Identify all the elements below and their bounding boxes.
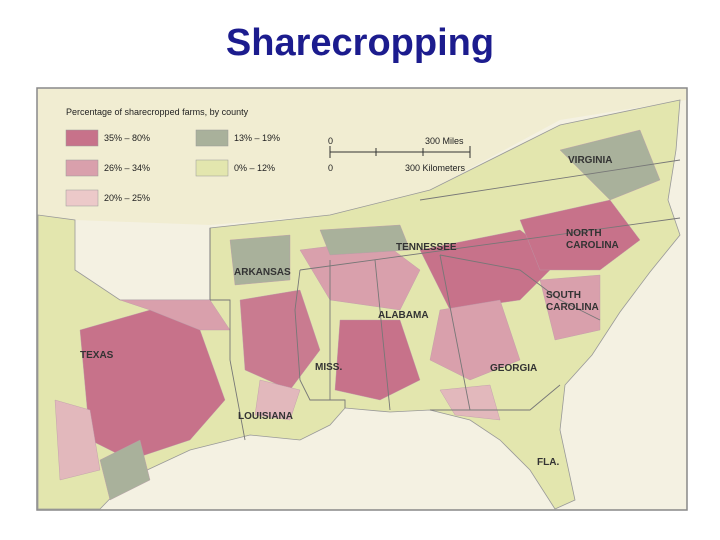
scale-bar xyxy=(329,146,471,158)
state-label: NORTH xyxy=(566,228,602,239)
legend-swatch xyxy=(65,129,99,147)
slide-title: Sharecropping xyxy=(225,22,495,64)
legend: Percentage of sharecropped farms, by cou… xyxy=(65,107,280,207)
state-borders xyxy=(209,159,681,441)
legend-swatch xyxy=(195,159,229,177)
state-label: SOUTH xyxy=(546,290,581,301)
state-label: CAROLINA xyxy=(546,302,599,313)
scale-label: 300 Kilometers xyxy=(405,163,466,173)
legend-label: 26% – 34% xyxy=(104,163,150,173)
state-label: ARKANSAS xyxy=(234,267,291,278)
legend-label: 20% – 25% xyxy=(104,193,150,203)
plains xyxy=(38,89,686,225)
state-label: MISS. xyxy=(315,362,342,373)
state-label: TEXAS xyxy=(80,350,114,361)
state-label: ALABAMA xyxy=(378,310,429,321)
legend-label: 0% – 12% xyxy=(234,163,275,173)
scale-label: 300 Miles xyxy=(425,136,464,146)
state-label: LOUISIANA xyxy=(238,411,293,422)
state-labels: VIRGINIANORTHCAROLINATENNESSEEARKANSASSO… xyxy=(80,155,619,468)
county-patches xyxy=(54,129,661,501)
legend-swatch xyxy=(65,159,99,177)
scale-label: 0 xyxy=(328,136,333,146)
legend-swatch xyxy=(65,189,99,207)
state-label: GEORGIA xyxy=(490,363,537,374)
state-label: VIRGINIA xyxy=(568,155,612,166)
legend-title: Percentage of sharecropped farms, by cou… xyxy=(66,107,249,117)
state-label: FLA. xyxy=(537,457,559,468)
legend-label: 13% – 19% xyxy=(234,133,280,143)
legend-label: 35% – 80% xyxy=(104,133,150,143)
scale-label: 0 xyxy=(328,163,333,173)
state-label: CAROLINA xyxy=(566,240,619,251)
legend-swatch xyxy=(195,129,229,147)
state-label: TENNESSEE xyxy=(396,242,457,253)
